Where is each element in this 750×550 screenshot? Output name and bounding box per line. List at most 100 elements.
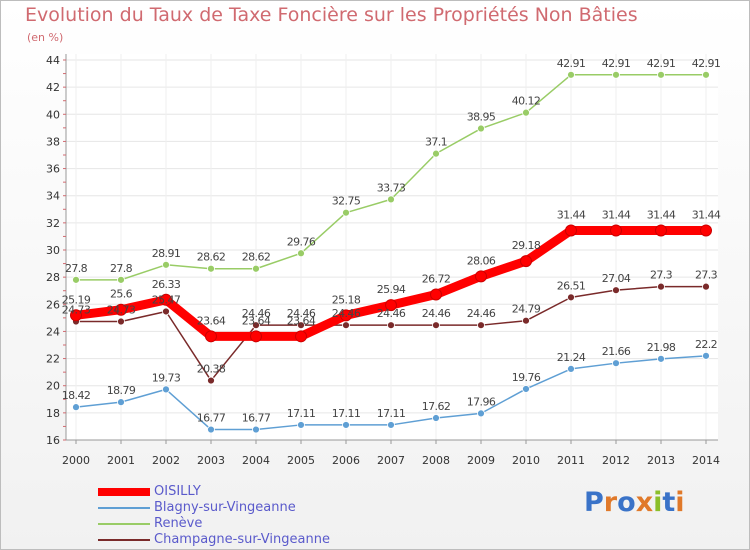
data-point [70, 309, 82, 322]
data-label: 28.06 [467, 254, 496, 267]
data-point [702, 351, 710, 360]
data-point [250, 330, 262, 343]
x-tick-label: 2012 [602, 454, 630, 467]
data-label: 38.95 [467, 111, 496, 124]
data-label: 22.2 [695, 338, 717, 351]
data-label: 24.46 [467, 307, 496, 320]
data-point [162, 260, 170, 269]
data-label: 42.91 [602, 57, 631, 70]
y-tick-label: 40 [46, 108, 60, 121]
data-label: 21.24 [557, 351, 586, 364]
x-tick-label: 2001 [107, 454, 135, 467]
data-point [387, 321, 395, 330]
data-point [207, 264, 215, 273]
data-label: 16.77 [242, 412, 271, 425]
data-point [612, 359, 620, 368]
data-label: 27.8 [65, 262, 88, 275]
data-point [297, 321, 305, 330]
legend-swatch [98, 507, 150, 509]
legend-label: Blagny-sur-Vingeanne [154, 500, 296, 515]
x-tick-label: 2011 [557, 454, 585, 467]
data-point [295, 330, 307, 343]
data-point [520, 255, 532, 268]
data-point [657, 354, 665, 363]
data-point [700, 224, 712, 237]
x-tick-label: 2005 [287, 454, 315, 467]
data-label: 42.91 [692, 57, 721, 70]
y-tick-label: 36 [46, 163, 60, 176]
data-label: 17.96 [467, 395, 496, 408]
data-label: 24.73 [62, 304, 91, 317]
data-point [160, 293, 172, 306]
data-label: 31.44 [647, 208, 676, 221]
data-label: 20.38 [197, 363, 226, 376]
data-label: 26.51 [557, 279, 586, 292]
data-point [477, 409, 485, 418]
data-label: 25.19 [62, 293, 91, 306]
data-point [612, 286, 620, 295]
data-point [387, 421, 395, 429]
data-label: 23.64 [197, 314, 226, 327]
data-point [567, 70, 575, 79]
data-label: 28.62 [242, 251, 271, 264]
data-point [610, 224, 622, 237]
data-point [612, 70, 620, 79]
data-label: 31.44 [557, 208, 586, 221]
data-point [430, 288, 442, 301]
data-point [162, 385, 170, 394]
data-point [702, 70, 710, 79]
chart-title: Evolution du Taux de Taxe Foncière sur l… [25, 4, 638, 26]
x-tick-label: 2013 [647, 454, 675, 467]
data-point [432, 414, 440, 422]
data-point [117, 317, 125, 326]
plot-area [66, 54, 718, 440]
y-tick-label: 30 [46, 244, 60, 257]
data-label: 21.98 [647, 341, 676, 354]
data-label: 42.91 [557, 57, 586, 70]
data-point [565, 224, 577, 237]
data-point [72, 275, 80, 284]
data-point [432, 321, 440, 330]
data-label: 24.46 [422, 307, 451, 320]
logo-letter: i [653, 487, 663, 518]
x-tick-label: 2000 [62, 454, 90, 467]
data-point [657, 70, 665, 79]
data-point [702, 282, 710, 291]
data-label: 33.73 [377, 181, 406, 194]
data-point [205, 330, 217, 343]
legend-label: Renève [154, 516, 203, 531]
data-label: 26.33 [152, 278, 181, 291]
data-point [342, 421, 350, 429]
data-label: 17.11 [377, 407, 406, 420]
data-label: 24.46 [242, 307, 271, 320]
data-point [297, 421, 305, 429]
proxiti-logo: Proxiti [584, 487, 685, 518]
data-label: 27.8 [110, 262, 133, 275]
data-label: 19.76 [512, 371, 541, 384]
data-point [477, 321, 485, 330]
data-label: 25.18 [332, 293, 361, 306]
x-tick-label: 2004 [242, 454, 270, 467]
data-point [432, 149, 440, 158]
data-point [117, 275, 125, 284]
data-label: 32.75 [332, 195, 361, 208]
data-point [657, 282, 665, 291]
data-label: 25.94 [377, 283, 406, 296]
data-point [522, 316, 530, 325]
logo-letter: r [603, 487, 618, 518]
x-tick-label: 2003 [197, 454, 225, 467]
data-label: 17.11 [287, 407, 316, 420]
logo-letter: x [635, 487, 654, 518]
data-label: 28.62 [197, 251, 226, 264]
data-point [340, 309, 352, 322]
data-point [522, 385, 530, 393]
data-label: 37.1 [425, 136, 447, 149]
data-point [252, 425, 260, 434]
x-tick-label: 2007 [377, 454, 405, 467]
data-label: 31.44 [692, 208, 721, 221]
x-tick-label: 2002 [152, 454, 180, 467]
y-tick-label: 16 [46, 434, 60, 447]
data-point [207, 425, 215, 434]
y-tick-label: 18 [46, 407, 60, 420]
